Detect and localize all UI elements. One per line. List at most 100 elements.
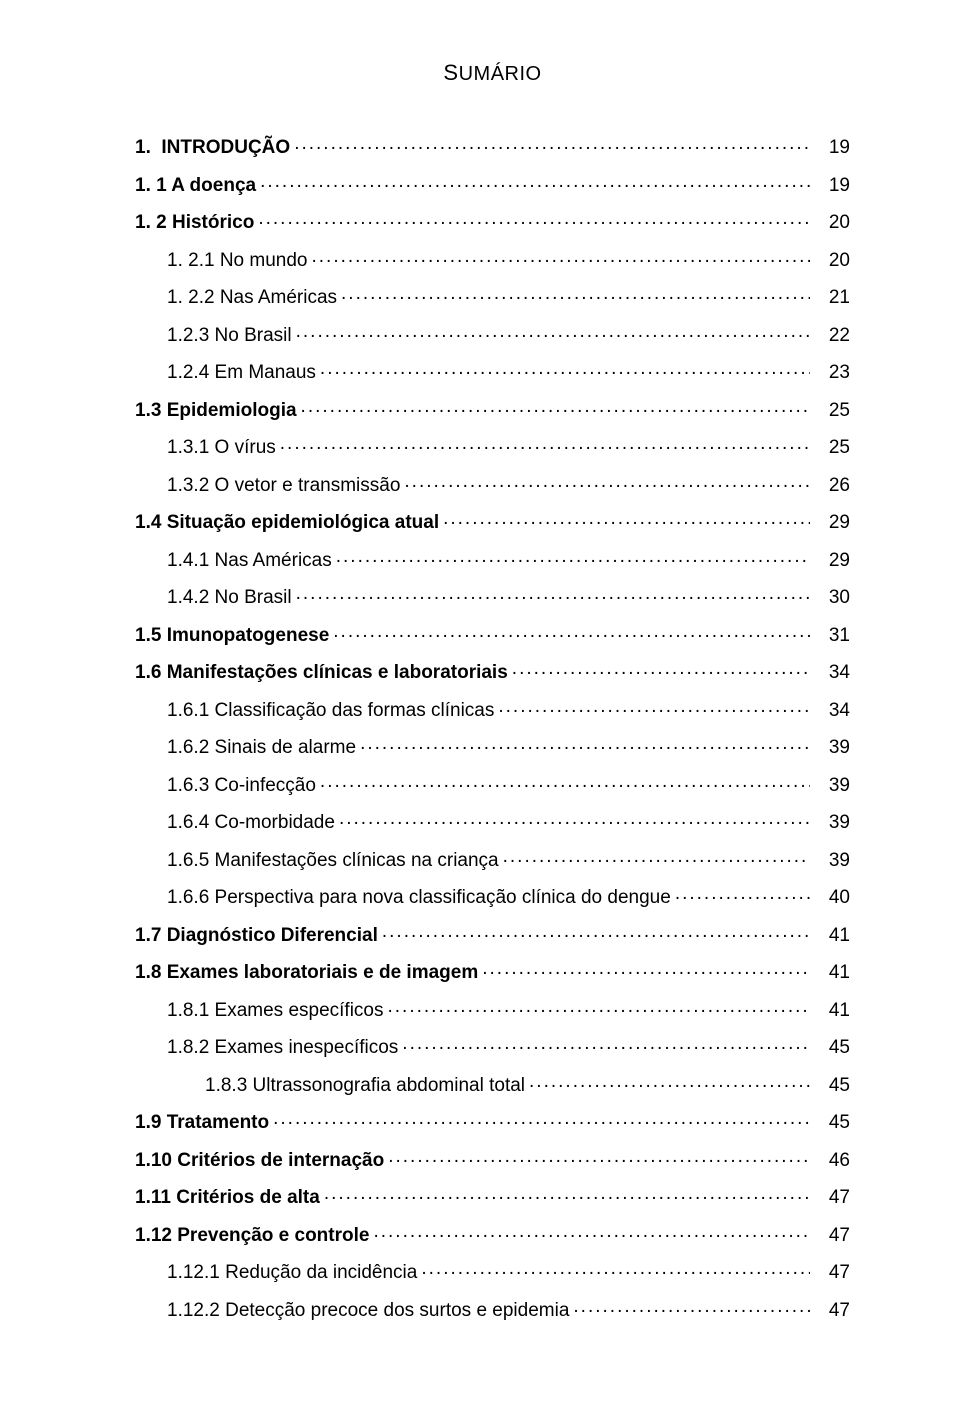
toc-leader	[388, 1147, 810, 1166]
toc-leader	[388, 997, 811, 1016]
toc-row: 1.2.3 No Brasil22	[135, 322, 850, 345]
toc-label: 1. 2.2 Nas Américas	[135, 288, 337, 307]
toc-label: 1.8.2 Exames inespecíficos	[135, 1038, 398, 1057]
toc-leader	[294, 134, 810, 153]
toc-leader	[336, 547, 810, 566]
toc-page-number: 39	[814, 738, 850, 757]
toc-row: 1. 1 A doença19	[135, 172, 850, 195]
toc-leader	[320, 359, 810, 378]
toc-row: 1.8.1 Exames específicos 41	[135, 997, 850, 1020]
toc-leader	[273, 1109, 810, 1128]
toc-page-number: 29	[814, 551, 850, 570]
toc-page-number: 40	[814, 888, 850, 907]
toc-leader	[296, 322, 810, 341]
toc-page-number: 41	[814, 1001, 850, 1020]
toc-leader	[675, 884, 810, 903]
toc-row: 1. 2.1 No mundo20	[135, 247, 850, 270]
toc-row: 1.12 Prevenção e controle47	[135, 1222, 850, 1245]
toc-label: 1.4.2 No Brasil	[135, 588, 292, 607]
toc-page-number: 34	[814, 663, 850, 682]
toc-leader	[482, 959, 810, 978]
toc-row: 1. 2 Histórico 20	[135, 209, 850, 232]
toc-label: 1.10 Critérios de internação	[135, 1151, 384, 1170]
toc-label: 1.9 Tratamento	[135, 1113, 269, 1132]
toc-label: 1.6.1 Classificação das formas clínicas	[135, 701, 494, 720]
toc-label: 1.6.5 Manifestações clínicas na criança	[135, 851, 499, 870]
toc-label: 1. INTRODUÇÃO	[135, 138, 290, 157]
toc-label: 1.12.1 Redução da incidência	[135, 1263, 417, 1282]
toc-page-number: 31	[814, 626, 850, 645]
toc-page-number: 29	[814, 513, 850, 532]
toc-row: 1.4.1 Nas Américas 29	[135, 547, 850, 570]
toc-leader	[443, 509, 810, 528]
table-of-contents: 1. INTRODUÇÃO 19 1. 1 A doença19 1. 2 Histó…	[135, 134, 850, 1320]
toc-label: 1.12 Prevenção e controle	[135, 1226, 369, 1245]
toc-row: 1.10 Critérios de internação 46	[135, 1147, 850, 1170]
title-firstcap: S	[443, 60, 458, 85]
toc-page-number: 41	[814, 963, 850, 982]
toc-page-number: 26	[814, 476, 850, 495]
toc-label: 1.3.2 O vetor e transmissão	[135, 476, 400, 495]
toc-leader	[503, 847, 810, 866]
toc-leader	[324, 1184, 810, 1203]
toc-page-number: 45	[814, 1113, 850, 1132]
toc-row: 1.6.1 Classificação das formas clínicas 3…	[135, 697, 850, 720]
toc-page-number: 20	[814, 213, 850, 232]
toc-page-number: 46	[814, 1151, 850, 1170]
toc-page-number: 47	[814, 1263, 850, 1282]
toc-leader	[573, 1297, 810, 1316]
toc-row: 1.6 Manifestações clínicas e laboratoria…	[135, 659, 850, 682]
toc-label: 1.8.3 Ultrassonografia abdominal total	[135, 1076, 525, 1095]
toc-leader	[498, 697, 810, 716]
toc-page-number: 39	[814, 776, 850, 795]
toc-row: 1.6.3 Co-infecção 39	[135, 772, 850, 795]
toc-row: 1. INTRODUÇÃO 19	[135, 134, 850, 157]
toc-leader	[341, 284, 810, 303]
toc-row: 1.9 Tratamento 45	[135, 1109, 850, 1132]
toc-leader	[260, 172, 810, 191]
toc-page-number: 45	[814, 1038, 850, 1057]
toc-row: 1.3.2 O vetor e transmissão 26	[135, 472, 850, 495]
toc-label: 1.8.1 Exames específicos	[135, 1001, 384, 1020]
toc-row: 1.8 Exames laboratoriais e de imagem 41	[135, 959, 850, 982]
toc-leader	[382, 922, 810, 941]
toc-label: 1.6 Manifestações clínicas e laboratoria…	[135, 663, 508, 682]
toc-leader	[280, 434, 810, 453]
toc-page-number: 45	[814, 1076, 850, 1095]
toc-page-number: 34	[814, 701, 850, 720]
toc-leader	[373, 1222, 810, 1241]
toc-label: 1.8 Exames laboratoriais e de imagem	[135, 963, 478, 982]
toc-row: 1.4.2 No Brasil30	[135, 584, 850, 607]
toc-row: 1.12.1 Redução da incidência 47	[135, 1259, 850, 1282]
toc-page-number: 39	[814, 851, 850, 870]
toc-label: 1. 2.1 No mundo	[135, 251, 307, 270]
toc-leader	[333, 622, 810, 641]
toc-label: 1. 2 Histórico	[135, 213, 254, 232]
toc-row: 1.12.2 Detecção precoce dos surtos e epi…	[135, 1297, 850, 1320]
toc-row: 1.6.6 Perspectiva para nova classificaçã…	[135, 884, 850, 907]
toc-leader	[512, 659, 810, 678]
document-page: SUMÁRIO 1. INTRODUÇÃO191. 1 A doença191.…	[0, 0, 960, 1423]
toc-row: 1.8.3 Ultrassonografia abdominal total 45	[135, 1072, 850, 1095]
toc-label: 1.4.1 Nas Américas	[135, 551, 332, 570]
toc-page-number: 25	[814, 438, 850, 457]
title-rest: UMÁRIO	[459, 63, 542, 85]
toc-row: 1.6.4 Co-morbidade39	[135, 809, 850, 832]
toc-label: 1.6.3 Co-infecção	[135, 776, 316, 795]
toc-page-number: 22	[814, 326, 850, 345]
toc-row: 1.5 Imunopatogenese 31	[135, 622, 850, 645]
toc-label: 1.6.4 Co-morbidade	[135, 813, 335, 832]
toc-leader	[402, 1034, 810, 1053]
toc-label: 1.4 Situação epidemiológica atual	[135, 513, 439, 532]
toc-row: 1. 2.2 Nas Américas 21	[135, 284, 850, 307]
toc-leader	[360, 734, 810, 753]
toc-page-number: 19	[814, 138, 850, 157]
toc-row: 1.6.2 Sinais de alarme39	[135, 734, 850, 757]
toc-row: 1.8.2 Exames inespecíficos 45	[135, 1034, 850, 1057]
toc-row: 1.3 Epidemiologia25	[135, 397, 850, 420]
toc-label: 1.6.6 Perspectiva para nova classificaçã…	[135, 888, 671, 907]
toc-page-number: 25	[814, 401, 850, 420]
toc-page-number: 47	[814, 1301, 850, 1320]
toc-label: 1.5 Imunopatogenese	[135, 626, 329, 645]
toc-page-number: 21	[814, 288, 850, 307]
